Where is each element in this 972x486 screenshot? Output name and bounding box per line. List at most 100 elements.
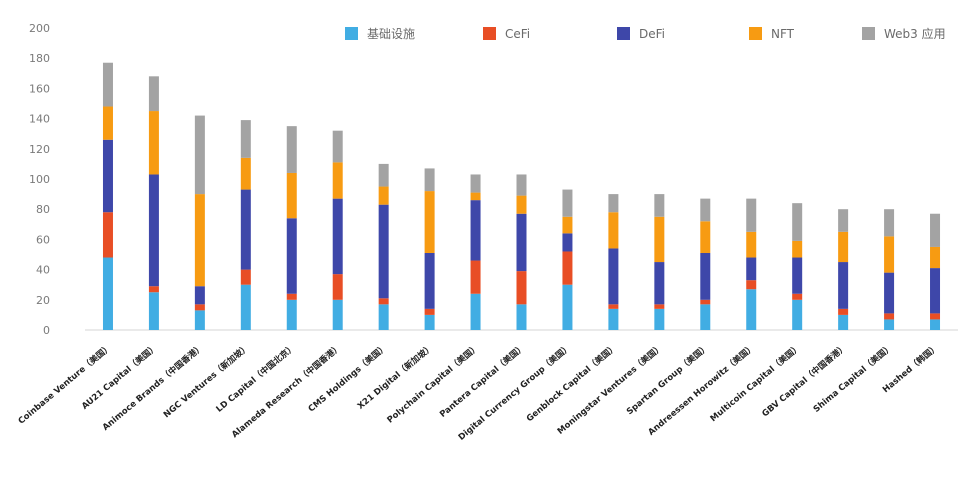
bar-segment	[654, 216, 665, 263]
bar-segment	[930, 246, 941, 269]
bar-segment	[148, 111, 159, 175]
y-tick-label: 40	[36, 264, 50, 277]
bar-segment	[424, 168, 435, 192]
bar-segment	[516, 271, 527, 305]
legend-label: DeFi	[639, 27, 665, 41]
x-category-label: Spartan Group（美国）	[624, 342, 711, 417]
bar-segment	[562, 284, 573, 330]
legend-swatch	[862, 27, 875, 40]
bar-segment	[424, 252, 435, 309]
bar-segment	[286, 126, 297, 173]
x-category-label: X21 Digital（新加坡）	[355, 342, 435, 412]
bar-segment	[286, 293, 297, 300]
bar-segment	[516, 174, 527, 196]
bar-segment	[148, 292, 159, 330]
bar-segment	[332, 274, 343, 300]
x-category-label: Genblock Capital（美国）	[524, 342, 619, 424]
bar-segment	[424, 314, 435, 330]
bar-segment	[470, 260, 481, 294]
bar-segment	[194, 286, 205, 305]
bar-segment	[562, 251, 573, 285]
y-tick-label: 200	[29, 22, 50, 35]
y-tick-label: 120	[29, 143, 50, 156]
legend-label: 基础设施	[367, 27, 415, 41]
bar-segment	[884, 209, 895, 237]
bar-segment	[194, 304, 205, 311]
x-category-label: Pantera Capital（美国）	[437, 342, 527, 420]
y-tick-label: 0	[43, 324, 50, 337]
bar-segment	[838, 262, 849, 309]
y-tick-label: 160	[29, 82, 50, 95]
bar-segment	[194, 115, 205, 195]
legend-swatch	[617, 27, 630, 40]
y-axis-ticks: 0 20 40 60 80 100 120 140 160 180 200	[29, 22, 50, 337]
bar-segment	[792, 293, 803, 300]
bar-segment	[608, 308, 619, 330]
bar-segment	[378, 163, 389, 187]
bar-segment	[240, 189, 251, 270]
bar-segment	[102, 139, 113, 213]
bar-segment	[424, 308, 435, 315]
bar-segment	[792, 203, 803, 241]
bar-segment	[838, 314, 849, 330]
y-tick-label: 140	[29, 113, 50, 126]
x-category-label: Multicoin Capital（美国）	[708, 342, 803, 424]
y-tick-label: 20	[36, 294, 50, 307]
bar-segment	[516, 304, 527, 330]
bar-segment	[470, 293, 481, 330]
bar-segment	[286, 218, 297, 294]
bar-segment	[148, 76, 159, 112]
x-category-label: Polychain Capital（美国）	[385, 342, 482, 426]
bar-segment	[332, 198, 343, 275]
x-category-label: GBV Capital（中国香港）	[760, 342, 849, 419]
bar-segment	[700, 252, 711, 300]
bar-segment	[700, 198, 711, 222]
bar-segment	[746, 231, 757, 258]
bar-segment	[470, 174, 481, 193]
bar-segment	[838, 209, 849, 232]
bar-segment	[884, 313, 895, 320]
x-category-label: Shima Capital（美国）	[811, 342, 895, 415]
bar-segment	[746, 198, 757, 232]
legend-label: NFT	[771, 27, 795, 41]
bar-segment	[884, 272, 895, 314]
x-axis-labels: Coinbase Venture（美国）AU21 Capital（美国）Anim…	[16, 342, 941, 443]
bar-segment	[746, 257, 757, 281]
legend: 基础设施 CeFi DeFi NFT Web3 应用	[345, 26, 946, 41]
bar-segment	[378, 298, 389, 305]
bar-segment	[332, 130, 343, 163]
bar-segment	[240, 157, 251, 190]
bar-segment	[332, 162, 343, 199]
bar-segment	[562, 233, 573, 252]
bar-segment	[792, 299, 803, 330]
bar-segment	[562, 216, 573, 234]
y-tick-label: 80	[36, 203, 50, 216]
bar-segment	[746, 289, 757, 330]
bar-segment	[884, 236, 895, 273]
bar-segment	[884, 319, 895, 330]
bar-segment	[654, 308, 665, 330]
bar-segment	[286, 299, 297, 330]
bar-segment	[608, 248, 619, 305]
x-category-label: LD Capital（中国北京）	[214, 342, 298, 415]
bar-segment	[930, 213, 941, 247]
x-category-label: CMS Holdings（美国）	[306, 342, 390, 415]
bar-segment	[102, 106, 113, 140]
bar-segment	[378, 304, 389, 330]
bar-segment	[838, 308, 849, 315]
bar-segment	[240, 269, 251, 285]
bars-group	[102, 62, 941, 330]
bar-segment	[746, 280, 757, 290]
bar-segment	[930, 313, 941, 320]
bar-segment	[194, 310, 205, 330]
bar-segment	[516, 213, 527, 272]
bar-segment	[378, 204, 389, 299]
bar-segment	[562, 189, 573, 217]
bar-segment	[194, 194, 205, 287]
bar-segment	[332, 299, 343, 330]
bar-segment	[102, 257, 113, 330]
bar-segment	[608, 212, 619, 249]
bar-segment	[792, 257, 803, 294]
legend-swatch	[483, 27, 496, 40]
